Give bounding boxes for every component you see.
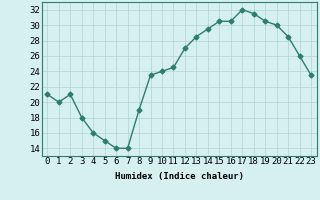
X-axis label: Humidex (Indice chaleur): Humidex (Indice chaleur) bbox=[115, 172, 244, 181]
